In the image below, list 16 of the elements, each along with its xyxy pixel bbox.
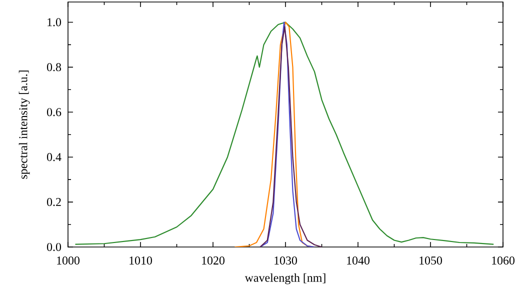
x-tick-label: 1020 — [202, 256, 224, 265]
y-tick-label: 0.4 — [47, 153, 62, 162]
x-tick-label: 1040 — [347, 256, 370, 265]
x-axis-title: wavelength [nm] — [244, 273, 326, 284]
y-tick-label: 0.2 — [47, 198, 61, 206]
y-tick-label: 0.8 — [47, 63, 62, 72]
x-tick-label: 1060 — [492, 256, 514, 265]
y-tick-label: 0.0 — [47, 242, 62, 252]
x-tick-label: 1030 — [274, 256, 297, 265]
x-tick-label: 1050 — [420, 256, 442, 265]
x-tick-label: 1010 — [130, 256, 152, 265]
y-axis-title: spectral intensity [a.u.] — [18, 70, 30, 179]
line-series — [74, 22, 494, 245]
y-tick-label: 1.0 — [48, 18, 62, 26]
y-tick-label: 0.6 — [47, 108, 62, 116]
x-tick-label: 1000 — [57, 256, 80, 265]
